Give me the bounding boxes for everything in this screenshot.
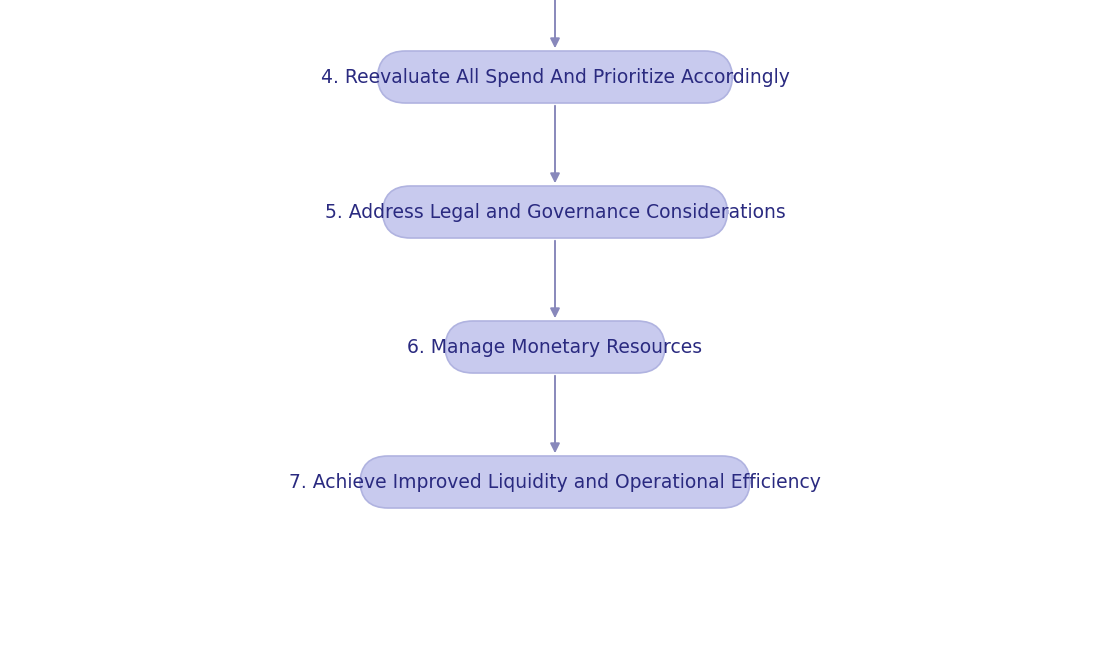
Text: 4. Reevaluate All Spend And Prioritize Accordingly: 4. Reevaluate All Spend And Prioritize A… — [321, 67, 789, 87]
FancyBboxPatch shape — [445, 321, 665, 373]
FancyBboxPatch shape — [383, 186, 727, 238]
FancyBboxPatch shape — [377, 51, 733, 103]
Text: 5. Address Legal and Governance Considerations: 5. Address Legal and Governance Consider… — [324, 203, 786, 221]
Text: 6. Manage Monetary Resources: 6. Manage Monetary Resources — [407, 338, 703, 356]
Text: 7. Achieve Improved Liquidity and Operational Efficiency: 7. Achieve Improved Liquidity and Operat… — [289, 472, 821, 492]
FancyBboxPatch shape — [360, 456, 750, 508]
